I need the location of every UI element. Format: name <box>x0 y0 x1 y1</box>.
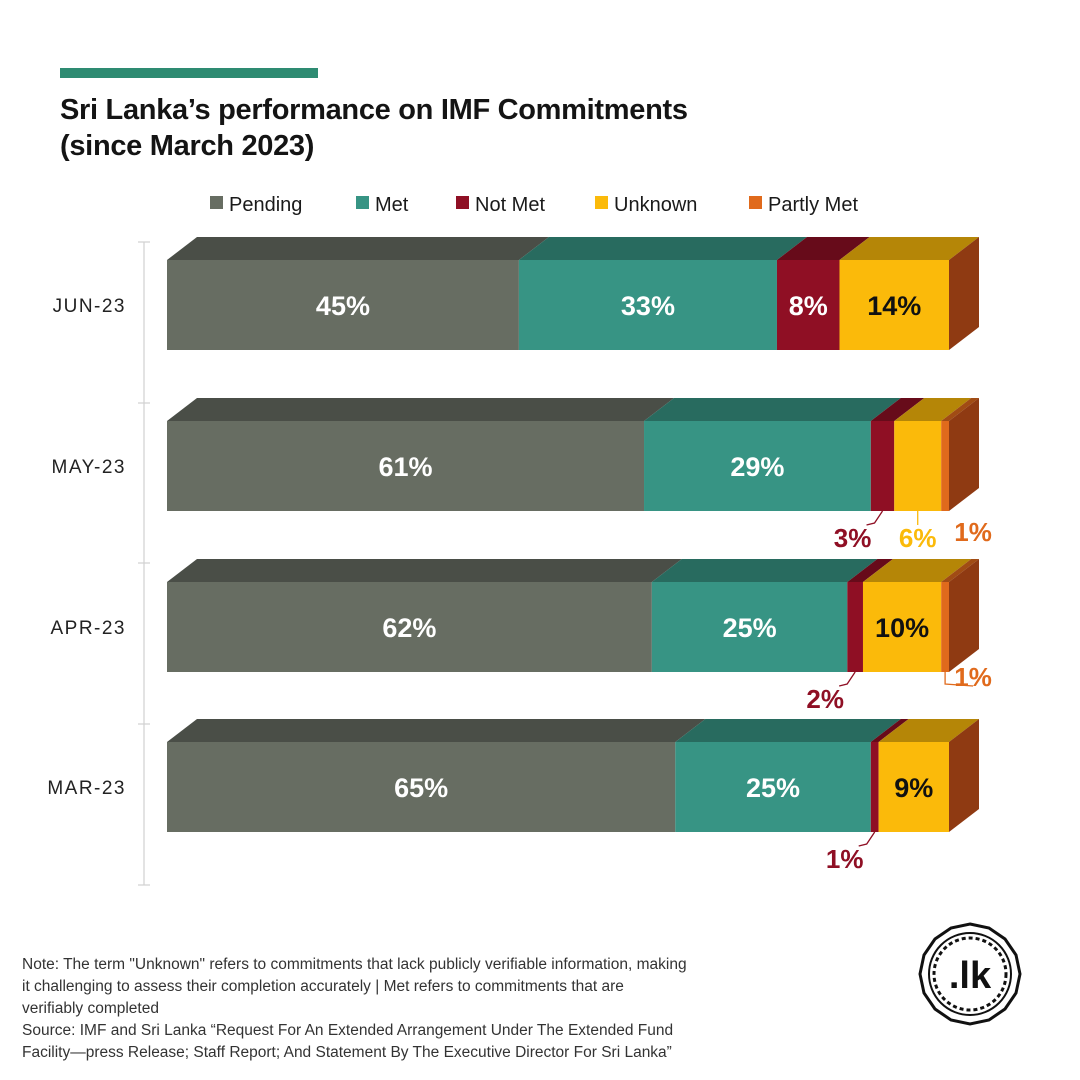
bar-side-face <box>949 719 979 832</box>
legend-swatch-met <box>356 196 369 209</box>
bar-top-face-met <box>518 237 807 260</box>
bar-segment-unknown <box>862 582 942 672</box>
bar-segment-pending <box>167 421 645 511</box>
bar-top-face-pending <box>167 398 675 421</box>
bar-segment-met <box>675 742 871 832</box>
bar-segment-met <box>518 260 777 350</box>
bar-segment-unknown <box>878 742 949 832</box>
bar-top-face-partly-met <box>941 559 979 582</box>
bar-segment-not-met <box>870 742 879 832</box>
bar-segment-partly-met <box>941 582 949 672</box>
bar-side-face <box>949 237 979 350</box>
legend-swatch-unknown <box>595 196 608 209</box>
legend-label-unknown: Unknown <box>614 194 697 216</box>
bar-segment-met <box>651 582 848 672</box>
data-label-not-met: 1% <box>826 844 864 874</box>
bar-top-face-pending <box>167 559 682 582</box>
data-label-unknown: 6% <box>899 523 937 553</box>
bar-top-face-unknown <box>839 237 979 260</box>
source-line-1: Source: IMF and Sri Lanka “Request For A… <box>22 1022 674 1039</box>
bar-top-face-unknown <box>878 719 979 742</box>
logo-text: .lk <box>949 955 992 997</box>
category-label: APR-23 <box>50 618 126 639</box>
data-label-partly-met: 1% <box>954 517 992 547</box>
bar-top-face-unknown <box>894 398 972 421</box>
bar-segment-unknown <box>839 260 949 350</box>
bar-segment-met <box>644 421 871 511</box>
data-label-unknown: 9% <box>894 773 933 803</box>
note-line-1: Note: The term "Unknown" refers to commi… <box>22 956 687 973</box>
data-label-not-met: 8% <box>789 291 828 321</box>
title-accent-bar <box>60 68 318 78</box>
data-label-pending: 61% <box>378 452 432 482</box>
lk-logo-icon: .lk <box>918 922 1022 1026</box>
legend-swatch-partly-met <box>749 196 762 209</box>
bar-top-face-not-met <box>776 237 870 260</box>
bar-top-face-partly-met <box>941 398 979 421</box>
data-label-partly-met: 1% <box>954 662 992 692</box>
data-label-pending: 62% <box>382 613 436 643</box>
leader-line-not-met <box>866 510 884 526</box>
leader-line-not-met <box>839 671 856 687</box>
bar-top-face-met <box>675 719 901 742</box>
bar-top-face-pending <box>167 719 706 742</box>
data-label-met: 29% <box>730 452 784 482</box>
data-label-met: 25% <box>746 773 800 803</box>
bar-segment-partly-met <box>941 421 949 511</box>
note-line-3: verifiably completed <box>22 1000 159 1017</box>
legend-swatch-pending <box>210 196 223 209</box>
bar-segment-pending <box>167 260 519 350</box>
source-line-2: Facility—press Release; Staff Report; An… <box>22 1044 672 1061</box>
chart-title-line-2: (since March 2023) <box>60 130 315 162</box>
bar-segment-pending <box>167 582 652 672</box>
data-label-unknown: 10% <box>875 613 929 643</box>
data-label-pending: 45% <box>316 291 370 321</box>
bar-side-face <box>949 398 979 511</box>
bar-segment-pending <box>167 742 676 832</box>
bar-top-face-met <box>651 559 878 582</box>
legend-swatch-not-met <box>456 196 469 209</box>
stacked-bar-chart: Pending Met Not Met Unknown Partly Met JUN-23… <box>47 194 992 886</box>
bar-top-face-met <box>644 398 901 421</box>
category-label: MAY-23 <box>52 457 126 478</box>
bar-top-face-not-met <box>870 398 925 421</box>
bar-segment-unknown <box>894 421 942 511</box>
data-label-pending: 65% <box>394 773 448 803</box>
legend-label-met: Met <box>375 194 409 216</box>
bar-side-face <box>949 559 979 672</box>
legend-label-pending: Pending <box>229 194 302 216</box>
category-label: MAR-23 <box>47 778 126 799</box>
bar-top-face-not-met <box>847 559 893 582</box>
bar-top-face-pending <box>167 237 549 260</box>
category-label: JUN-23 <box>53 296 126 317</box>
chart-title: Sri Lanka’s performance on IMF Commitmen… <box>60 92 820 164</box>
data-label-met: 33% <box>621 291 675 321</box>
bar-segment-not-met <box>847 582 863 672</box>
legend-label-not-met: Not Met <box>475 194 545 216</box>
data-label-unknown: 14% <box>867 291 921 321</box>
bar-segment-not-met <box>776 260 840 350</box>
chart-title-line-1: Sri Lanka’s performance on IMF Commitmen… <box>60 94 688 126</box>
data-label-not-met: 2% <box>806 684 844 714</box>
data-label-met: 25% <box>723 613 777 643</box>
bar-top-face-not-met <box>870 719 909 742</box>
legend-label-partly-met: Partly Met <box>768 194 858 216</box>
data-label-not-met: 3% <box>834 523 872 553</box>
note-line-2: it challenging to assess their completio… <box>22 978 624 995</box>
bar-segment-not-met <box>870 421 895 511</box>
bar-top-face-unknown <box>862 559 972 582</box>
leader-line-partly-met <box>944 672 974 687</box>
chart-note: Note: The term "Unknown" refers to commi… <box>22 954 822 1064</box>
leader-line-not-met <box>858 831 876 847</box>
